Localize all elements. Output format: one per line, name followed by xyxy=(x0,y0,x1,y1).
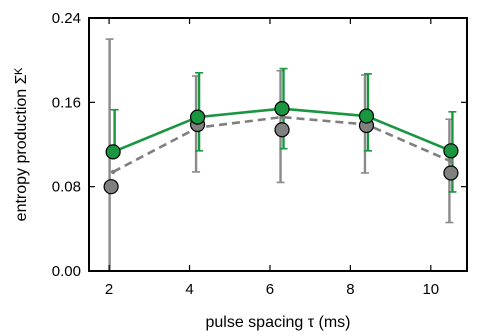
x-tick-label: 8 xyxy=(346,281,354,298)
x-tick-label: 4 xyxy=(185,281,193,298)
green-series-point xyxy=(358,108,375,124)
y-tick-label: 0.08 xyxy=(52,179,81,196)
x-tick-label: 6 xyxy=(266,281,274,298)
y-tick-label: 0.16 xyxy=(52,94,81,111)
series-layer xyxy=(103,38,459,272)
green-series-point xyxy=(105,144,121,160)
plot-frame xyxy=(88,17,468,272)
gray-series-line-dot xyxy=(448,159,454,164)
green-series-point xyxy=(443,143,459,159)
ticks-layer: 2 4 6 8 10 0.00 0.08 0.16 0.24 xyxy=(52,10,467,298)
gray-series-point xyxy=(103,179,119,195)
green-series-point xyxy=(189,109,206,125)
x-axis-label: pulse spacing τ (ms) xyxy=(205,314,350,331)
y-tick-label: 0.24 xyxy=(52,10,81,27)
gray-series-line-dot xyxy=(110,169,116,175)
gray-series-point xyxy=(274,122,290,138)
x-tick-label: 10 xyxy=(422,281,439,298)
y-axis-label: entropy production Σᴷ xyxy=(13,67,30,221)
x-tick-label: 2 xyxy=(105,281,113,298)
green-series-point xyxy=(274,101,290,117)
gray-series-point xyxy=(443,165,459,181)
y-tick-label: 0.00 xyxy=(52,263,81,280)
